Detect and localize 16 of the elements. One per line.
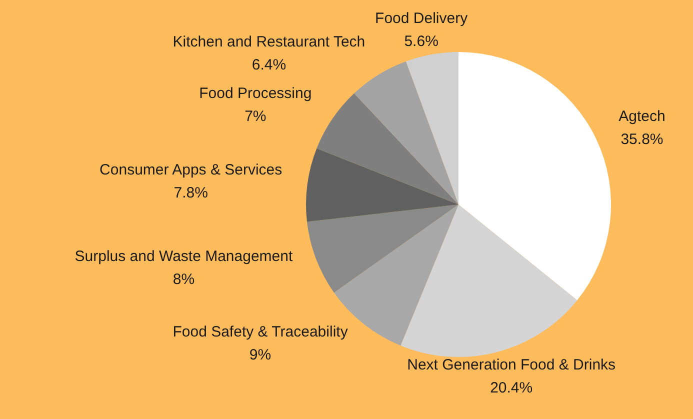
data-label: 20.4%: [490, 380, 533, 397]
slice-label: Food Delivery: [375, 10, 468, 27]
data-label: 5.6%: [404, 32, 438, 50]
slice-label: Food Processing: [199, 84, 312, 102]
data-label: 7%: [244, 108, 266, 125]
data-label: 35.8%: [620, 131, 664, 148]
data-label: 8%: [172, 270, 195, 288]
data-label: 7.8%: [174, 184, 208, 202]
slice-label: Surplus and Waste Management: [74, 248, 294, 265]
slice-label: Food Safety & Traceability: [172, 324, 348, 341]
slice-label: Agtech: [618, 108, 666, 126]
slice-label: Next Generation Food & Drinks: [407, 356, 616, 374]
slice-label: Kitchen and Restaurant Tech: [172, 34, 366, 51]
slice-label: Consumer Apps & Services: [100, 161, 282, 178]
data-label: 9%: [249, 346, 272, 364]
data-label: 6.4%: [252, 56, 286, 74]
